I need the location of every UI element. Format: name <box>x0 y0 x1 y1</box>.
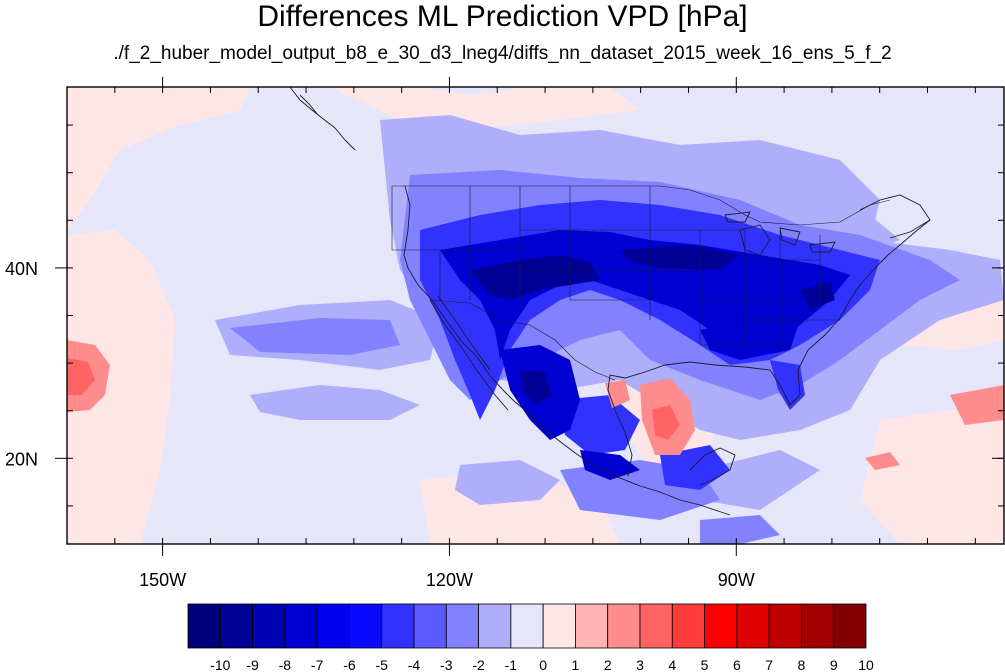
great-lakes <box>724 211 836 256</box>
colorbar-level-label: -8 <box>279 657 292 672</box>
colorbar-level-label: -10 <box>210 657 230 672</box>
field-positive-5 <box>67 358 680 440</box>
colorbar-swatch <box>736 603 770 649</box>
colorbar-level-label: 3 <box>636 657 644 672</box>
axis-ticks <box>55 77 1004 556</box>
colorbar <box>187 603 867 649</box>
colorbar-swatch <box>607 603 641 649</box>
colorbar-level-label: 5 <box>701 657 709 672</box>
colorbar-swatch <box>381 603 415 649</box>
colorbar-swatch <box>413 603 447 649</box>
colorbar-level-label: 10 <box>858 657 874 672</box>
state-lines-west <box>391 186 651 320</box>
us-mexico-border <box>429 299 616 381</box>
colorbar-swatch <box>704 603 738 649</box>
colorbar-labels: -10 -9 -8 -7 -6 -5 -4 -3 -2 -1 0 1 2 3 4 5 6 7 8 9 10 <box>210 657 874 672</box>
colorbar-swatch <box>349 603 383 649</box>
colorbar-swatch <box>316 603 350 649</box>
lat-tick-label: 40N <box>5 259 38 279</box>
coastline-north-america <box>403 185 931 516</box>
colorbar-level-label: 7 <box>765 657 773 672</box>
colorbar-level-label: 1 <box>572 657 580 672</box>
colorbar-level-label: -3 <box>440 657 453 672</box>
colorbar-level-label: -9 <box>246 657 259 672</box>
colorbar-swatch <box>671 603 705 649</box>
state-lines-east <box>650 229 840 346</box>
colorbar-swatch <box>510 603 544 649</box>
colorbar-swatch <box>542 603 576 649</box>
lat-tick-label: 20N <box>5 449 38 469</box>
colorbar-level-label: -7 <box>311 657 324 672</box>
axis-tick-labels: 150W 120W 90W 40N 20N <box>5 259 755 590</box>
colorbar-level-label: 6 <box>733 657 741 672</box>
colorbar-swatch <box>187 603 221 649</box>
colorbar-level-label: -4 <box>408 657 421 672</box>
colorbar-level-label: 0 <box>539 657 547 672</box>
map-boundaries <box>289 86 931 516</box>
colorbar-level-label: -2 <box>472 657 485 672</box>
colorbar-swatch <box>252 603 286 649</box>
colorbar-swatch <box>801 603 835 649</box>
colorbar-swatch <box>219 603 253 649</box>
colorbar-swatch <box>768 603 802 649</box>
colorbar-level-label: 4 <box>668 657 676 672</box>
colorbar-swatch <box>575 603 609 649</box>
colorbar-swatch <box>478 603 512 649</box>
chart-subtitle: ./f_2_huber_model_output_b8_e_30_d3_lneg… <box>113 43 892 64</box>
lon-tick-label: 90W <box>718 570 755 590</box>
colorbar-level-label: -1 <box>505 657 518 672</box>
yucatan <box>689 447 736 486</box>
colorbar-swatch <box>445 603 479 649</box>
colorbar-swatch <box>284 603 318 649</box>
colorbar-level-label: 2 <box>604 657 612 672</box>
canada-coast-north <box>859 194 931 239</box>
colorbar-level-label: 9 <box>830 657 838 672</box>
colorbar-level-label: 8 <box>798 657 806 672</box>
colorbar-level-label: -5 <box>375 657 388 672</box>
alaska-panhandle <box>289 86 356 151</box>
baja-california <box>429 295 509 411</box>
colorbar-swatch <box>833 603 867 649</box>
us-canada-border <box>392 185 891 226</box>
colorbar-swatch <box>639 603 673 649</box>
state-borders <box>391 185 891 381</box>
chart-title: Differences ML Prediction VPD [hPa] <box>257 0 748 33</box>
lon-tick-label: 150W <box>139 570 186 590</box>
colorbar-level-label: -6 <box>343 657 356 672</box>
lon-tick-label: 120W <box>426 570 473 590</box>
map-plot-area <box>67 87 1004 544</box>
